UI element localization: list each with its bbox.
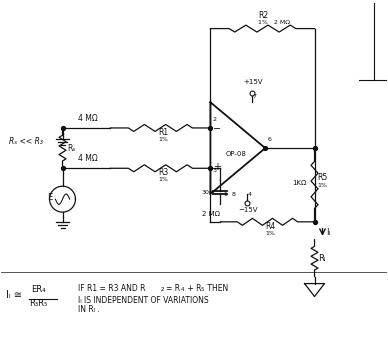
Text: 4 MΩ: 4 MΩ [78,114,98,123]
Text: 6: 6 [267,137,271,142]
Text: Rₗ: Rₗ [319,254,326,263]
Text: 1KΩ: 1KΩ [293,180,307,186]
Text: +15V: +15V [243,80,263,85]
Text: +: + [213,162,222,172]
Text: 1%: 1% [317,183,327,188]
Text: Rₛ << R₃: Rₛ << R₃ [9,137,43,146]
Text: OP-08: OP-08 [225,151,246,157]
Text: 2: 2 [161,286,165,291]
Text: 8: 8 [232,192,236,197]
Text: 1%: 1% [158,137,168,142]
Text: 4: 4 [247,192,251,197]
Text: Rₛ: Rₛ [68,144,76,153]
Text: 4 MΩ: 4 MΩ [78,154,98,163]
Text: 2 MΩ: 2 MΩ [203,211,220,217]
Text: E: E [48,193,53,202]
Text: 4: 4 [181,286,185,291]
Text: R2: R2 [258,11,268,20]
Text: R4: R4 [265,222,276,231]
Text: 1%   2 MΩ: 1% 2 MΩ [258,20,289,24]
Text: Iₗ IS INDEPENDENT OF VARIATIONS: Iₗ IS INDEPENDENT OF VARIATIONS [78,295,209,305]
Text: 2: 2 [212,117,217,122]
Text: R3: R3 [158,168,169,177]
Text: IN Rₗ .: IN Rₗ . [78,305,100,315]
Text: 3: 3 [212,168,217,173]
Text: R1: R1 [158,128,168,137]
Text: −15V: −15V [238,207,258,213]
Text: 1%: 1% [265,231,275,236]
Text: 1%: 1% [158,177,168,182]
Text: THEN: THEN [205,284,228,293]
Text: 1: 1 [223,192,227,197]
Text: Iₗ ≅: Iₗ ≅ [6,290,22,300]
Text: IF R1 = R3 AND R: IF R1 = R3 AND R [78,284,146,293]
Text: R5: R5 [317,173,328,182]
Text: 5: 5 [201,286,204,291]
Text: = R: = R [166,284,180,293]
Text: 30pF: 30pF [202,190,217,195]
Text: ER₄: ER₄ [31,285,45,294]
Text: R₃R₅: R₃R₅ [29,300,47,308]
Text: 7: 7 [252,94,256,99]
Text: + R: + R [185,284,201,293]
Text: Iₗ: Iₗ [326,228,330,237]
Text: −: − [213,124,222,134]
